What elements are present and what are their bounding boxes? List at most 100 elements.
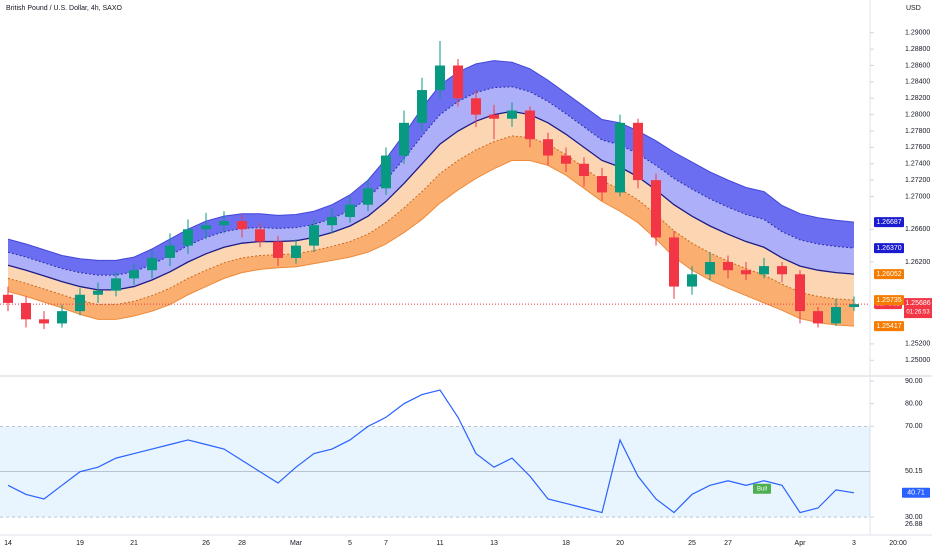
x-tick-label: Mar [290, 540, 303, 547]
candle-body [471, 98, 481, 115]
y-tick-label: 1.27800 [905, 128, 930, 135]
x-tick-label: 28 [238, 540, 246, 547]
x-tick-label: 27 [724, 540, 732, 547]
price-label-badge [874, 295, 904, 306]
candle-body [777, 266, 787, 275]
candle-body [669, 237, 679, 287]
candle-body [201, 225, 211, 230]
candle-body [705, 262, 715, 275]
band-line [7, 159, 855, 327]
countdown-label: 01:26:53 [906, 310, 930, 316]
candle-body [651, 180, 661, 238]
y-tick-label: 1.27000 [905, 193, 930, 200]
candle-body [831, 307, 841, 324]
candle-body [489, 114, 499, 119]
candle-body [183, 229, 193, 246]
x-tick-label: 3 [852, 540, 856, 547]
y-tick-label: 1.25000 [905, 357, 930, 364]
currency-label: USD [906, 5, 921, 12]
ma-label: 50.15 [905, 468, 923, 475]
price-label-badge [874, 321, 904, 332]
y-tick-label: 80.00 [905, 401, 923, 408]
x-tick-label: 18 [562, 540, 570, 547]
y-tick-label: 1.27400 [905, 161, 930, 168]
y-tick-label: 1.26600 [905, 226, 930, 233]
x-tick-label: 25 [688, 540, 696, 547]
candle-body [507, 110, 517, 119]
y-tick-label: 1.27600 [905, 144, 930, 151]
y-tick-label: 1.29000 [905, 30, 930, 37]
candle-body [39, 319, 49, 324]
candle-body [309, 225, 319, 246]
candle-body [723, 262, 733, 271]
candle-body [381, 155, 391, 189]
x-tick-label: Apr [795, 540, 807, 547]
candle-body [57, 311, 67, 324]
candle-body [147, 257, 157, 271]
candle-body [597, 176, 607, 193]
price-label: 1.26052 [876, 271, 901, 278]
x-tick-label: 5 [348, 540, 352, 547]
x-tick-label: 26 [202, 540, 210, 547]
last-price-label: 1.25686 [905, 300, 930, 307]
candle-body [741, 270, 751, 275]
candle-body [687, 274, 697, 287]
y-tick-label: 30.00 [905, 514, 923, 521]
y-tick-label: 1.26200 [905, 259, 930, 266]
candle-body [399, 122, 409, 156]
candle-body [345, 204, 355, 217]
candle-body [219, 221, 229, 226]
y-tick-label: 70.00 [905, 423, 923, 430]
band-fill [8, 86, 854, 290]
y-tick-label: 1.28800 [905, 46, 930, 53]
candle-body [579, 163, 589, 177]
x-tick-label: 13 [490, 540, 498, 547]
candle-body [111, 278, 121, 291]
candle-body [273, 241, 283, 258]
x-tick-label: 14 [4, 540, 12, 547]
price-label: 1.25417 [876, 323, 901, 330]
chart-title: British Pound / U.S. Dollar, 4h, SAXO [6, 5, 122, 12]
candle-body [561, 155, 571, 164]
last-value-label: 40.71 [907, 490, 925, 497]
y-tick-label: 1.28000 [905, 111, 930, 118]
price-badge [904, 298, 932, 319]
time-label: 20:00 [889, 540, 907, 547]
price-label: 1.26687 [876, 219, 901, 226]
y-tick-label: 1.28400 [905, 79, 930, 86]
band-line [7, 135, 855, 306]
price-label-badge [874, 243, 904, 254]
candle-body [435, 65, 445, 91]
candle-body [291, 245, 301, 258]
x-tick-label: 20 [616, 540, 624, 547]
value-badge [902, 487, 930, 498]
band-line [7, 60, 855, 261]
candle-body [165, 245, 175, 258]
y-tick-label: 1.28600 [905, 62, 930, 69]
candle-body [849, 304, 859, 308]
candle-body [795, 274, 805, 312]
candle-body [327, 216, 337, 226]
ma-label: 26.88 [905, 521, 923, 528]
candle-body [237, 221, 247, 230]
candle-body [255, 229, 265, 242]
candle-body [363, 188, 373, 205]
candle-body [615, 122, 625, 193]
candle-body [129, 270, 139, 279]
rsi-line [7, 389, 855, 514]
price-label-badge [874, 217, 904, 228]
candle-body [417, 90, 427, 123]
candle-body [633, 122, 643, 181]
signal-label: Bull [757, 486, 767, 492]
candle-body [453, 65, 463, 99]
candle-body [3, 294, 13, 303]
price-label-badge [874, 269, 904, 280]
x-tick-label: 21 [130, 540, 138, 547]
candle-body [525, 110, 535, 140]
candle-body [813, 311, 823, 324]
x-tick-label: 19 [76, 540, 84, 547]
candle-body [21, 302, 31, 320]
y-tick-label: 1.28200 [905, 95, 930, 102]
candle-body [93, 290, 103, 295]
